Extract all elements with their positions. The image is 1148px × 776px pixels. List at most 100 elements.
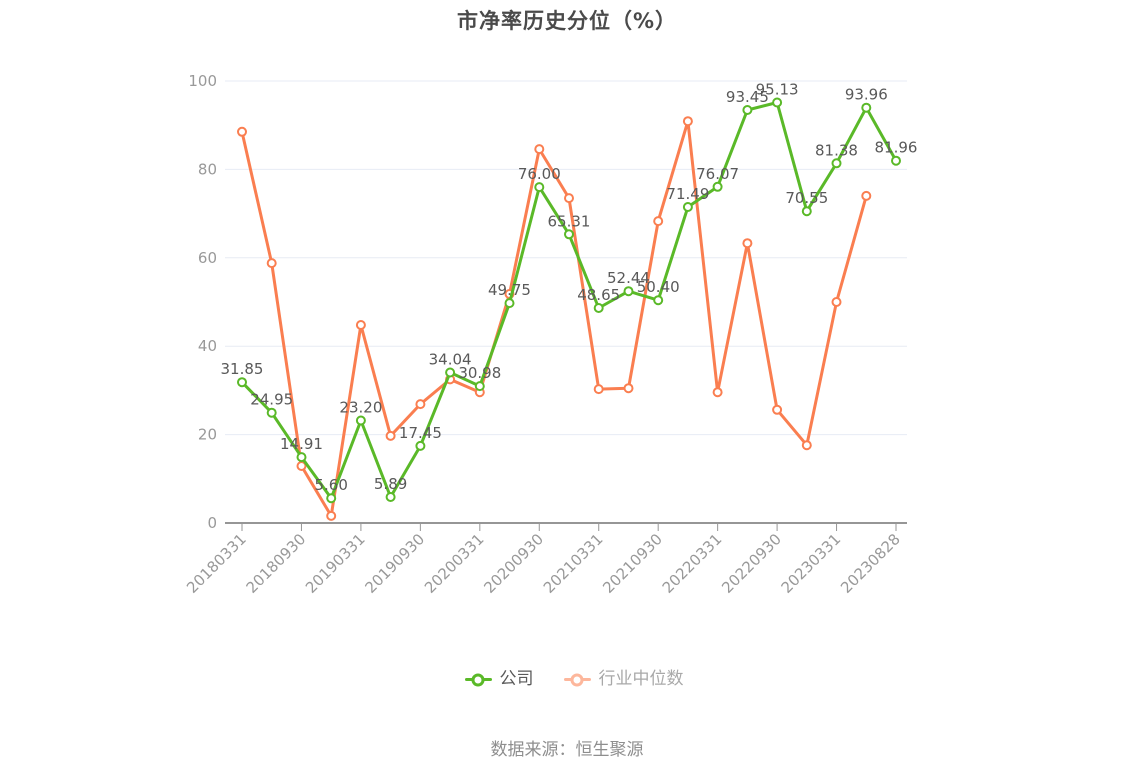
data-point-marker[interactable] [564,193,574,204]
company-series [237,97,901,504]
data-point-marker[interactable] [296,452,307,463]
data-point-marker[interactable] [445,367,456,378]
data-point-marker[interactable] [742,105,753,115]
data-point-marker[interactable] [534,182,545,193]
data-point-marker[interactable] [801,206,812,217]
y-tick-label: 80 [198,160,217,178]
x-axis-labels: 2018033120180930201903312019093020200331… [183,530,904,597]
value-label: 5.89 [374,475,407,493]
data-point-marker[interactable] [266,407,277,418]
x-tick-label: 20180331 [183,530,250,597]
legend-label-company: 公司 [499,669,534,689]
data-point-marker[interactable] [355,415,366,426]
data-point-marker[interactable] [564,229,574,240]
data-point-marker[interactable] [712,387,723,398]
value-label: 52.44 [607,269,650,287]
data-point-marker[interactable] [593,303,604,313]
data-point-marker[interactable] [801,440,812,451]
industry-median-series [237,116,872,521]
x-tick-label: 20200930 [480,530,547,597]
x-axis [225,522,907,531]
data-point-marker[interactable] [653,216,664,227]
y-axis-labels: 0 20 40 60 80 100 [188,72,217,532]
data-point-marker[interactable] [742,238,753,249]
x-tick-label: 20200331 [421,530,488,597]
data-point-marker[interactable] [712,181,723,192]
y-tick-label: 60 [198,249,217,267]
legend-marker-dot [570,673,584,686]
data-point-marker[interactable] [415,440,426,451]
y-tick-label: 20 [198,426,217,444]
data-point-marker[interactable] [415,399,426,410]
legend-label-industry-median: 行业中位数 [598,669,684,689]
value-label: 81.96 [875,139,918,157]
data-point-marker[interactable] [861,102,872,113]
data-point-marker[interactable] [831,297,842,307]
data-point-marker[interactable] [504,298,515,309]
value-label: 70.55 [785,189,828,207]
industry-median-line-marker-icon [563,672,591,687]
company-line-marker-icon [464,672,492,687]
data-point-marker[interactable] [772,97,783,108]
data-point-marker[interactable] [385,492,396,502]
data-point-marker[interactable] [831,158,842,169]
x-tick-label: 20210331 [540,530,607,597]
data-point-marker[interactable] [385,430,396,441]
company-series-line [240,101,898,500]
value-label: 71.49 [666,185,709,203]
data-point-marker[interactable] [355,320,366,330]
value-label: 24.95 [250,391,293,409]
y-tick-label: 40 [198,337,217,355]
y-tick-label: 100 [188,72,217,90]
value-label: 76.00 [518,165,561,183]
data-point-marker[interactable] [623,286,634,297]
data-point-marker[interactable] [593,384,604,395]
value-label: 65.31 [548,212,591,230]
industry-median-series-line [240,119,868,518]
value-label: 30.98 [458,364,501,382]
grid-lines [225,80,907,436]
x-tick-label: 20190331 [302,530,369,597]
x-tick-label: 20190930 [361,530,428,597]
data-point-marker[interactable] [623,383,634,394]
data-source-note: 数据来源：恒生聚源 [490,740,644,760]
value-label: 23.20 [339,399,382,417]
chart-title: 市净率历史分位（%） [456,9,678,33]
x-tick-label: 20220930 [718,530,785,597]
x-tick-label: 20180930 [243,530,310,597]
value-label: 17.45 [399,424,442,442]
value-label: 34.04 [429,351,472,369]
data-point-marker[interactable] [653,295,664,306]
x-tick-label: 20230828 [837,530,904,597]
data-point-marker[interactable] [237,377,247,388]
legend-item-industry-median[interactable]: 行业中位数 [563,669,684,689]
data-point-marker[interactable] [861,190,872,201]
data-point-marker[interactable] [326,510,337,521]
value-label: 48.65 [577,286,620,304]
value-labels: 31.85 24.95 14.91 5.60 23.20 5.89 17.45 34.0430… [221,81,918,495]
value-label: 93.45 [726,88,769,106]
value-label: 95.13 [756,81,799,99]
data-point-marker[interactable] [474,381,485,392]
data-point-marker[interactable] [682,116,693,127]
data-point-marker[interactable] [891,155,901,166]
legend-marker-dot [471,673,485,686]
data-point-marker[interactable] [237,126,247,137]
chart-legend: 公司 行业中位数 [0,671,1148,688]
data-point-marker[interactable] [534,144,545,155]
value-label: 50.40 [637,278,680,296]
data-point-marker[interactable] [772,404,783,415]
x-tick-label: 20220331 [659,530,726,597]
value-label: 76.07 [696,165,739,183]
line-chart-plot[interactable]: 0 20 40 60 80 100 2018033120180930201903312019… [0,0,1148,640]
legend-item-company[interactable]: 公司 [464,669,534,689]
y-tick-label: 0 [207,514,217,532]
data-point-marker[interactable] [682,202,693,212]
value-label: 93.96 [845,86,888,104]
value-label: 5.60 [314,476,347,494]
data-point-marker[interactable] [326,493,337,504]
value-label: 14.91 [280,435,323,453]
x-tick-label: 20210930 [599,530,666,597]
data-point-marker[interactable] [266,258,277,269]
